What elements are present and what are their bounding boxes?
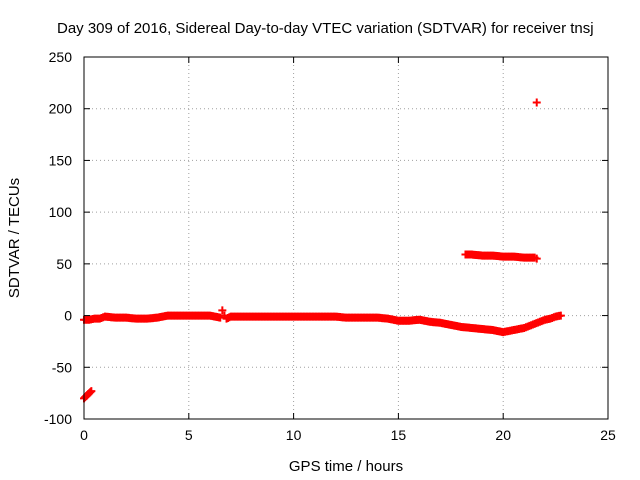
x-tick-label: 10 xyxy=(286,427,302,443)
x-tick-label: 15 xyxy=(391,427,407,443)
y-tick-label: 200 xyxy=(49,101,73,117)
axis-ticks: 0 5 10 15 20 25 -100 -50 0 50 100 150 200 250 xyxy=(44,49,616,443)
x-tick-label: 5 xyxy=(185,427,193,443)
x-axis-title: GPS time / hours xyxy=(289,458,403,475)
data-point xyxy=(218,306,227,315)
data-point xyxy=(556,311,565,320)
data-point xyxy=(216,313,225,322)
y-tick-label: -100 xyxy=(44,411,72,427)
y-axis-title: SDTVAR / TECUs xyxy=(6,178,23,298)
y-tick-label: 150 xyxy=(49,152,73,168)
data-point xyxy=(86,388,95,397)
data-point xyxy=(532,254,541,263)
x-tick-label: 25 xyxy=(600,427,616,443)
y-tick-label: -50 xyxy=(52,359,72,375)
data-points xyxy=(80,98,565,403)
x-tick-label: 0 xyxy=(80,427,88,443)
grid-lines xyxy=(84,57,608,419)
chart-title: Day 309 of 2016, Sidereal Day-to-day VTE… xyxy=(57,20,594,37)
data-point xyxy=(87,387,96,396)
y-tick-label: 250 xyxy=(49,49,73,65)
y-tick-label: 50 xyxy=(56,256,72,272)
y-tick-label: 0 xyxy=(64,308,72,324)
plot-frame xyxy=(83,56,609,420)
y-tick-label: 100 xyxy=(49,204,73,220)
x-tick-label: 20 xyxy=(495,427,511,443)
data-point xyxy=(532,98,541,107)
